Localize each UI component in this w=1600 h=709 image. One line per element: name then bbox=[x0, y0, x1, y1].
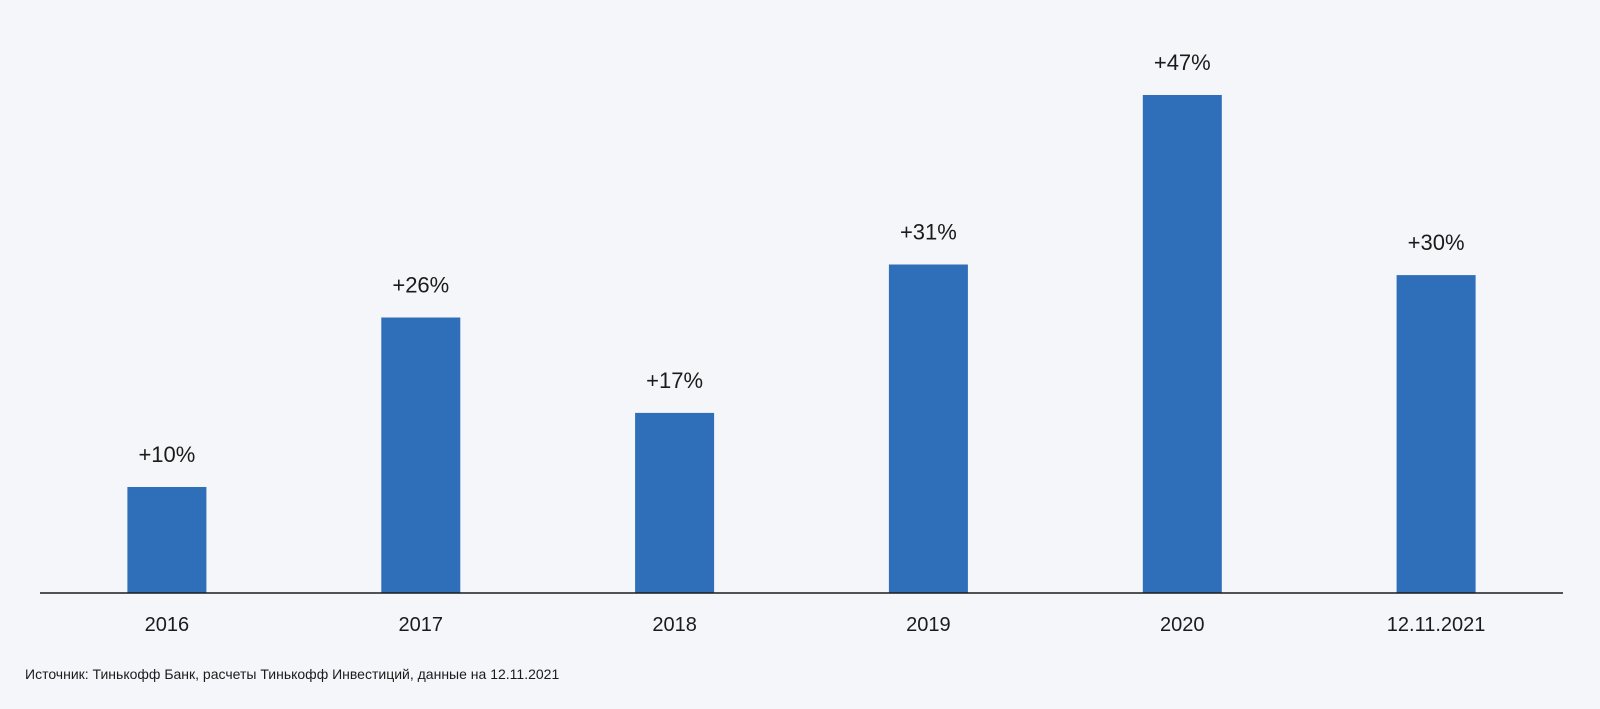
bar-2017 bbox=[381, 317, 461, 593]
value-labels-group: +10% +26% +17% +31% +47% +30% bbox=[138, 50, 1464, 467]
value-label-2017: +26% bbox=[392, 273, 449, 298]
value-label-2016: +10% bbox=[138, 442, 195, 467]
bar-2020 bbox=[1142, 95, 1222, 593]
bar-2018 bbox=[635, 412, 715, 593]
bars-group bbox=[127, 95, 1476, 593]
source-note: Источник: Тинькофф Банк, расчеты Тинькоф… bbox=[25, 666, 560, 682]
x-tick-labels-group: 2016 2017 2018 2019 2020 12.11.2021 bbox=[145, 614, 1486, 636]
x-tick-label-2018: 2018 bbox=[652, 614, 697, 636]
value-label-2019: +31% bbox=[900, 220, 957, 245]
x-tick-label-12.11.2021: 12.11.2021 bbox=[1387, 614, 1486, 636]
x-tick-label-2017: 2017 bbox=[399, 614, 444, 636]
bar-2019 bbox=[888, 264, 968, 593]
value-label-2020: +47% bbox=[1154, 50, 1211, 75]
x-tick-label-2019: 2019 bbox=[906, 614, 951, 636]
bar-12.11.2021 bbox=[1396, 275, 1476, 593]
value-label-12.11.2021: +30% bbox=[1408, 230, 1465, 255]
x-tick-label-2020: 2020 bbox=[1160, 614, 1205, 636]
bar-2016 bbox=[127, 487, 207, 593]
value-label-2018: +17% bbox=[646, 368, 703, 393]
x-tick-label-2016: 2016 bbox=[145, 614, 190, 636]
